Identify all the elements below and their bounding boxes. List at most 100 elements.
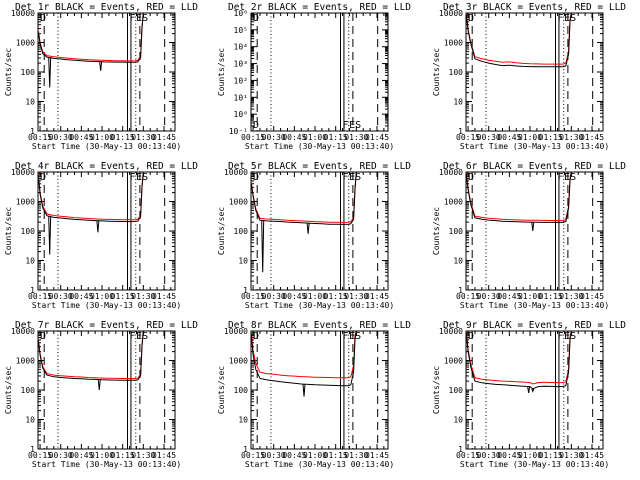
x-tick-label: 01:45	[152, 292, 176, 301]
x-tick-label: 00:45	[69, 451, 93, 460]
x-axis-label: Start Time (30-May-13 00:13:40)	[460, 142, 609, 151]
y-tick-label: 10000	[439, 168, 463, 177]
y-tick-label: 10000	[439, 9, 463, 18]
x-tick-label: 01:15	[111, 292, 135, 301]
y-tick-label: 10⁵	[234, 26, 248, 35]
x-tick-label: 00:15	[241, 133, 265, 142]
panel-title: Det 4r BLACK = Events, RED = LLD	[15, 161, 198, 172]
y-tick-label: 10000	[11, 327, 35, 336]
series-group	[466, 13, 572, 68]
y-axis-label: Counts/sec	[4, 48, 13, 96]
y-tick-label: 100	[21, 386, 36, 395]
x-axis-label: Start Time (30-May-13 00:13:40)	[460, 301, 609, 310]
plot-frame	[250, 330, 389, 450]
series-events-line	[466, 331, 572, 390]
series-dip	[527, 386, 531, 393]
marker-label: F	[342, 331, 348, 342]
x-tick-label: 00:45	[497, 292, 521, 301]
series-dip	[306, 223, 310, 234]
x-tick-label: 01:45	[365, 292, 389, 301]
y-tick-label: 10	[25, 416, 35, 425]
series-dip	[261, 220, 265, 273]
x-tick-label: 00:30	[262, 133, 286, 142]
x-axis-label: Start Time (30-May-13 00:13:40)	[245, 460, 394, 469]
x-tick-label: 00:30	[262, 292, 286, 301]
y-tick-label: 1	[30, 445, 35, 454]
y-tick-label: 10	[453, 257, 463, 266]
y-tick-label: 10²	[234, 76, 248, 85]
x-tick-label: 01:30	[559, 292, 583, 301]
marker-label: D	[253, 331, 259, 342]
x-tick-label: 01:00	[303, 133, 327, 142]
plot-frame	[37, 171, 176, 291]
panel-title: Det 8r BLACK = Events, RED = LLD	[228, 320, 411, 331]
y-tick-label: 100	[21, 68, 36, 77]
series-group	[251, 172, 357, 273]
series-lld-line	[38, 331, 144, 379]
y-tick-label: 10000	[11, 168, 35, 177]
series-dip	[99, 61, 103, 71]
plot-frame	[37, 330, 176, 450]
y-tick-label: 100	[234, 386, 249, 395]
series-lld-line	[38, 172, 144, 221]
x-tick-label: 00:45	[69, 292, 93, 301]
y-tick-label: 10¹	[234, 93, 248, 102]
x-tick-label: 01:15	[324, 133, 348, 142]
marker-label: D	[40, 13, 46, 24]
y-tick-label: 10000	[224, 327, 248, 336]
x-tick-label: 01:15	[111, 451, 135, 460]
marker-label: F	[557, 172, 563, 183]
series-events-line	[38, 13, 144, 63]
marker-label: F	[129, 13, 135, 24]
x-tick-label: 01:30	[131, 133, 155, 142]
marker-label: D	[253, 120, 259, 131]
y-tick-label: 10000	[224, 168, 248, 177]
y-tick-label: 10⁶	[234, 9, 248, 18]
y-tick-label: 1000	[16, 198, 35, 207]
panel-7: Det 7r BLACK = Events, RED = LLD 1 10 100 10…	[4, 320, 198, 469]
y-axis-label: Counts/sec	[217, 207, 226, 255]
x-tick-label: 01:15	[539, 292, 563, 301]
x-tick-label: 01:30	[344, 292, 368, 301]
x-tick-label: 00:30	[49, 133, 73, 142]
x-tick-label: 01:00	[90, 451, 114, 460]
y-tick-label: 100	[234, 227, 249, 236]
panel-3: Det 3r BLACK = Events, RED = LLD 1 10 100 10…	[432, 2, 626, 151]
x-tick-label: 01:45	[152, 133, 176, 142]
x-tick-label: 01:30	[344, 451, 368, 460]
marker-label: D	[40, 172, 46, 183]
y-tick-label: 100	[21, 227, 36, 236]
x-tick-label: 00:45	[497, 451, 521, 460]
y-tick-label: 10⁻¹	[229, 127, 248, 136]
x-tick-label: 00:15	[241, 292, 265, 301]
y-tick-label: 1	[458, 445, 463, 454]
panel-5: Det 5r BLACK = Events, RED = LLD 1 10 100 10…	[217, 161, 411, 310]
marker-label: ES	[349, 120, 361, 131]
y-tick-label: 1000	[16, 39, 35, 48]
y-tick-label: 1000	[229, 198, 248, 207]
plot-frame	[250, 171, 389, 291]
series-events-line	[38, 331, 144, 381]
marker-label: ES	[564, 13, 576, 24]
x-tick-label: 01:45	[580, 133, 604, 142]
marker-label: D	[253, 13, 259, 24]
y-tick-label: 10	[453, 98, 463, 107]
marker-label: F	[557, 331, 563, 342]
marker-label: D	[468, 13, 474, 24]
marker-label: F	[557, 13, 563, 24]
marker-label: ES	[136, 331, 148, 342]
x-tick-label: 00:45	[282, 292, 306, 301]
y-tick-label: 1000	[444, 198, 463, 207]
plot-frame	[465, 12, 604, 132]
x-tick-label: 01:30	[559, 451, 583, 460]
series-lld-line	[466, 13, 572, 65]
marker-label: F	[129, 172, 135, 183]
y-axis-label: Counts/sec	[432, 48, 441, 96]
x-tick-label: 01:30	[344, 133, 368, 142]
panel-title: Det 2r BLACK = Events, RED = LLD	[228, 2, 411, 13]
y-tick-label: 1000	[16, 357, 35, 366]
x-tick-label: 00:30	[49, 292, 73, 301]
marker-label: ES	[136, 13, 148, 24]
x-tick-label: 01:30	[131, 292, 155, 301]
x-tick-label: 00:30	[477, 451, 501, 460]
